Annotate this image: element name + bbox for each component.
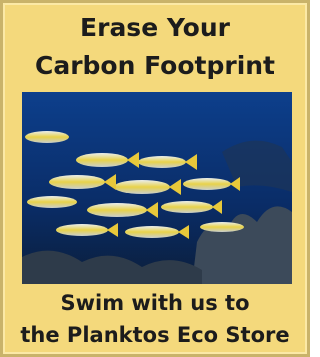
headline: Erase Your (3, 13, 307, 42)
fish-photo (22, 92, 292, 284)
caption: Swim with us to (3, 291, 307, 315)
headline: Carbon Footprint (3, 51, 307, 80)
caption: the Planktos Eco Store (3, 323, 307, 347)
ad-banner[interactable]: Erase Your Carbon Footprint (0, 0, 310, 357)
